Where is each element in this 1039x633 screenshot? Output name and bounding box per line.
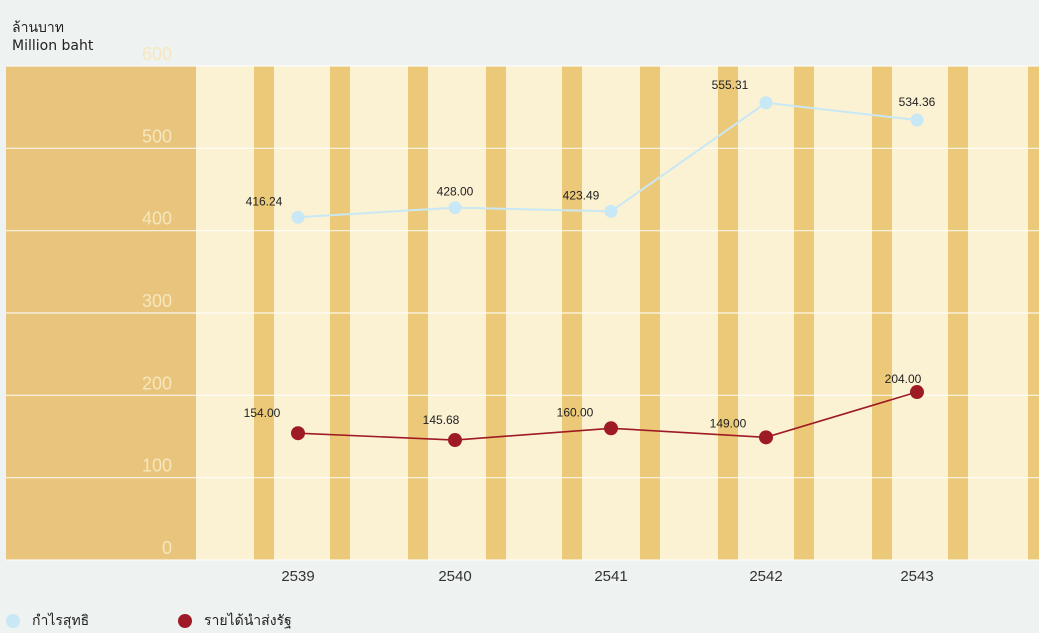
data-label: 428.00 — [437, 185, 474, 199]
data-point-net-profit — [910, 113, 924, 127]
y-tick-label: 400 — [142, 209, 172, 229]
data-point-net-profit — [291, 210, 305, 224]
y-tick-label: 300 — [142, 291, 172, 311]
data-point-state-revenue — [291, 426, 305, 441]
y-tick-label: 600 — [142, 44, 172, 64]
y-tick-label: 200 — [142, 373, 172, 393]
x-tick-label: 2543 — [900, 568, 933, 585]
data-label: 416.24 — [246, 194, 283, 208]
data-point-net-profit — [604, 204, 618, 218]
data-label: 534.36 — [899, 95, 936, 109]
legend-label-net-profit: กำไรสุทธิ — [32, 613, 90, 629]
data-point-state-revenue — [604, 421, 618, 436]
data-point-net-profit — [759, 96, 773, 110]
y-tick-label: 500 — [142, 126, 172, 146]
data-point-net-profit — [448, 201, 462, 215]
data-labels: 416.24 428.00 423.49 555.31 534.36 154.00 145.… — [244, 78, 936, 431]
y-tick-label: 0 — [162, 538, 172, 558]
data-point-state-revenue — [910, 385, 924, 400]
data-point-state-revenue — [759, 430, 773, 445]
x-tick-label: 2539 — [281, 568, 314, 585]
gridlines — [6, 65, 1039, 561]
data-label: 160.00 — [557, 405, 594, 419]
y-unit-label-english: Million baht — [12, 38, 94, 54]
y-unit-label-thai: ล้านบาท — [12, 20, 64, 36]
series-lines — [291, 96, 924, 448]
data-label: 154.00 — [244, 406, 281, 420]
data-label: 149.00 — [710, 416, 747, 430]
legend-swatch-state-revenue — [178, 614, 192, 628]
data-point-state-revenue — [448, 433, 462, 448]
data-label: 145.68 — [423, 413, 460, 427]
legend-label-state-revenue: รายได้นำส่งรัฐ — [204, 613, 292, 629]
x-axis-ticks: 2539 2540 2541 2542 2543 — [281, 568, 933, 585]
x-tick-label: 2542 — [749, 568, 782, 585]
data-label: 423.49 — [563, 188, 600, 202]
y-axis-ticks: 0 100 200 300 400 500 600 — [142, 44, 172, 558]
x-tick-label: 2541 — [594, 568, 627, 585]
legend-item-state-revenue: รายได้นำส่งรัฐ — [178, 610, 292, 632]
data-label: 555.31 — [712, 78, 749, 92]
y-tick-label: 100 — [142, 456, 172, 476]
line-chart: 0 100 200 300 400 500 600 2539 2540 2541 2542 2543… — [6, 44, 1039, 585]
x-tick-label: 2540 — [438, 568, 471, 585]
data-label: 204.00 — [885, 372, 922, 386]
legend-swatch-net-profit — [6, 614, 20, 628]
legend-item-net-profit: กำไรสุทธิ — [6, 610, 89, 632]
